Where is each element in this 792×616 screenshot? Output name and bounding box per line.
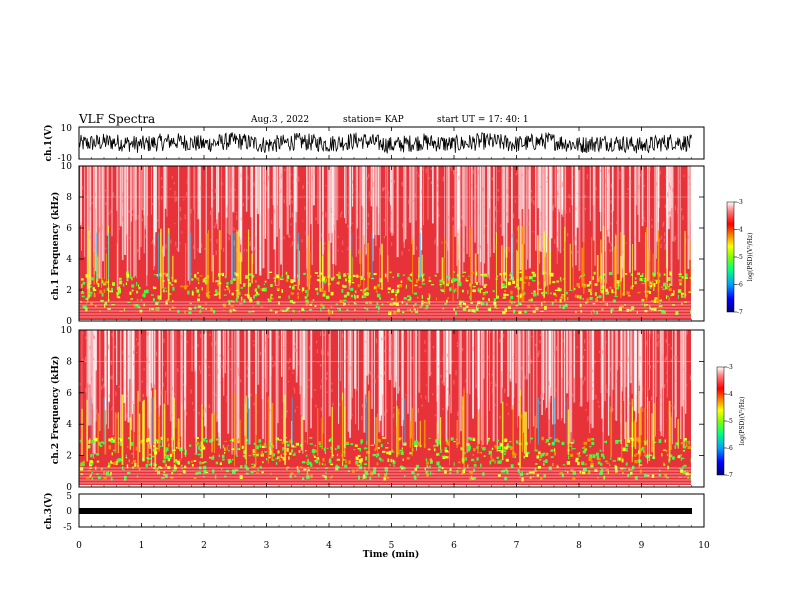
x-tick-label: 1 [139, 541, 145, 551]
ch3-ytick-top: 5 [66, 492, 72, 502]
ch1-ytick-top: 10 [61, 124, 73, 134]
ch2-spectro-ylabel: ch.2 Frequency (kHz) [50, 356, 61, 465]
ch3-waveform-panel: 5 0 -5 ch.3(V) [43, 492, 705, 533]
colorbar-tick-label: -5 [737, 254, 743, 261]
ch1-spectrogram-image [79, 166, 691, 320]
time-axis: 0 1 2 3 4 5 6 7 8 9 10 [76, 127, 710, 551]
ch2-colorbar: -3 -4 -5 -6 -7 log(PSD)(V²/Hz) [716, 364, 746, 479]
ch3-ytick-bottom: -5 [63, 523, 72, 533]
ch3-ylabel: ch.3(V) [43, 493, 54, 530]
y-tick-label: 2 [66, 452, 72, 462]
y-tick-label: 2 [66, 286, 72, 296]
colorbar-tick-label: -3 [737, 199, 743, 206]
y-tick-label: 8 [66, 357, 72, 367]
y-tick-label: 10 [61, 326, 73, 336]
ch1-ytick-bottom: -10 [58, 154, 73, 164]
x-tick-label: 4 [326, 541, 332, 551]
x-tick-label: 8 [576, 541, 582, 551]
x-tick-label: 5 [389, 541, 395, 551]
x-tick-label: 0 [76, 541, 82, 551]
ch2-spectrogram-image [79, 330, 691, 485]
date-label: Aug.3 , 2022 [250, 115, 309, 125]
ch1-spectro-ylabel: ch.1 Frequency (kHz) [50, 192, 61, 301]
ch1-spectrogram-panel: 0 2 4 6 8 10 ch.1 Frequency (kHz) [50, 162, 705, 327]
x-tick-label: 2 [201, 541, 207, 551]
figure-title: VLF Spectra [78, 112, 155, 126]
colorbar-tick-label: -3 [727, 364, 733, 371]
x-tick-label: 9 [639, 541, 645, 551]
colorbar-tick-label: -4 [727, 391, 733, 398]
y-tick-label: 0 [66, 317, 72, 327]
y-tick-label: 10 [61, 162, 73, 172]
ch1-waveform-panel: 10 -10 ch.1(V) [43, 124, 705, 164]
colorbar-tick-label: -7 [737, 309, 743, 316]
x-tick-label: 6 [451, 541, 457, 551]
colorbar-tick-label: -5 [727, 418, 733, 425]
colorbar-tick-label: -4 [737, 227, 743, 234]
y-tick-label: 4 [66, 255, 72, 265]
ch1-waveform-line [78, 131, 692, 154]
ch1-colorbar-label: log(PSD)(V²/Hz) [747, 233, 754, 282]
start-time-label: start UT = 17: 40: 1 [437, 115, 529, 125]
x-tick-label: 10 [698, 541, 710, 551]
y-tick-label: 0 [66, 483, 72, 493]
ch1-ylabel: ch.1(V) [43, 125, 54, 162]
colorbar-tick-label: -6 [727, 445, 733, 452]
x-tick-label: 7 [514, 541, 520, 551]
ch3-waveform-band [79, 508, 692, 514]
ch1-colorbar: -3 -4 -5 -6 -7 log(PSD)(V²/Hz) [726, 199, 754, 316]
ch2-colorbar-label: log(PSD)(V²/Hz) [739, 397, 746, 446]
time-axis-label: Time (min) [363, 549, 420, 560]
colorbar-tick-label: -7 [727, 472, 733, 479]
x-tick-label: 3 [264, 541, 270, 551]
y-tick-label: 8 [66, 193, 72, 203]
ch2-spectrogram-panel: 0 2 4 6 8 10 ch.2 Frequency (kHz) [50, 326, 705, 493]
y-tick-label: 6 [66, 224, 72, 234]
colorbar-tick-label: -6 [737, 282, 743, 289]
y-tick-label: 6 [66, 389, 72, 399]
y-tick-label: 4 [66, 420, 72, 430]
ch3-ytick-mid: 0 [66, 507, 72, 517]
station-label: station= KAP [343, 115, 404, 125]
